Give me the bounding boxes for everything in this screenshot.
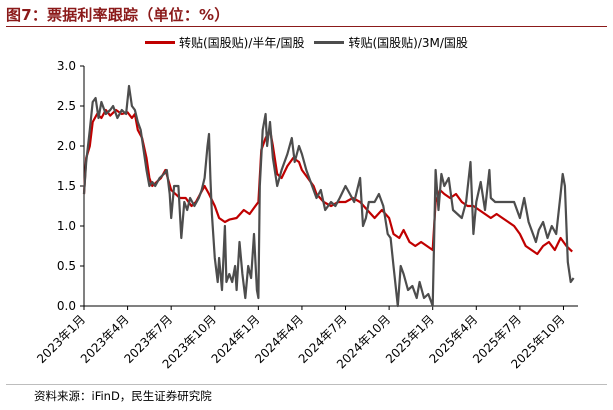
figure-title: 图7：票据利率跟踪（单位：%） xyxy=(6,6,230,24)
chart-legend: 转贴(国股贴)/半年/国股 转贴(国股贴)/3M/国股 xyxy=(145,34,478,51)
series-line-1 xyxy=(82,108,573,256)
y-tick-label: 0.5 xyxy=(57,259,76,273)
y-tick-label: 2.0 xyxy=(57,139,76,153)
y-tick-label: 0.0 xyxy=(57,299,76,313)
source-note: 资料来源：iFinD，民生证券研究院 xyxy=(34,389,212,403)
y-tick-label: 1.0 xyxy=(57,219,76,233)
legend-label-series1: 转贴(国股贴)/半年/国股 xyxy=(179,36,305,50)
y-tick-label: 3.0 xyxy=(57,59,76,73)
source-divider xyxy=(6,384,607,385)
title-divider xyxy=(6,26,607,27)
legend-label-series2: 转贴(国股贴)/3M/国股 xyxy=(348,36,468,50)
y-tick-label: 2.5 xyxy=(57,99,76,113)
legend-swatch-series2 xyxy=(314,41,345,44)
legend-item-series2: 转贴(国股贴)/3M/国股 xyxy=(314,34,468,51)
y-tick-label: 1.5 xyxy=(57,179,76,193)
legend-item-series1: 转贴(国股贴)/半年/国股 xyxy=(145,34,304,51)
series-line-2 xyxy=(82,84,575,308)
legend-swatch-series1 xyxy=(145,41,175,44)
